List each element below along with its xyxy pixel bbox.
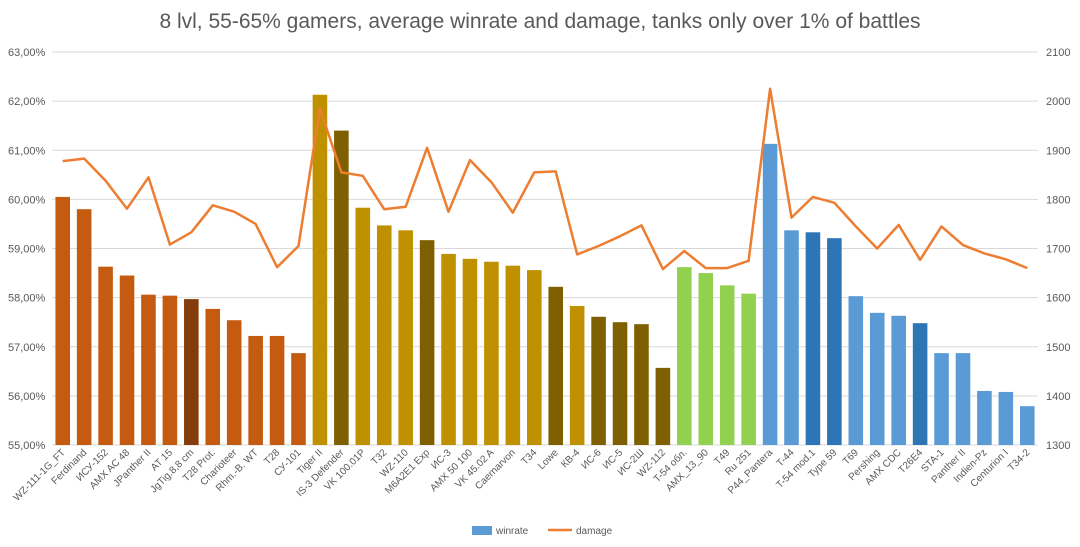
bar-winrate	[419, 240, 435, 445]
bar-winrate	[934, 353, 949, 445]
bar-winrate	[805, 232, 821, 445]
bar-winrate	[719, 285, 735, 445]
legend: winrate damage	[472, 526, 613, 537]
winrate-bars	[55, 94, 1035, 446]
y-left-tick-label: 55,00%	[8, 440, 46, 452]
x-tick-label: ИС-6	[579, 447, 604, 472]
bar-winrate	[784, 230, 799, 445]
x-tick-label: T26E4	[897, 447, 926, 476]
y-right-tick-label: 1300	[1046, 440, 1070, 452]
x-tick-label: Lowe	[536, 447, 561, 472]
y-right-tick-label: 1900	[1046, 145, 1070, 157]
y-left-tick-label: 60,00%	[8, 194, 46, 206]
bar-winrate	[98, 266, 113, 445]
bar-winrate	[119, 275, 135, 445]
bar-winrate	[977, 390, 992, 445]
chart-title: 8 lvl, 55-65% gamers, average winrate an…	[159, 10, 921, 33]
x-tick-label: T34-2	[1006, 447, 1033, 474]
bar-winrate	[848, 296, 864, 445]
legend-label-damage: damage	[576, 526, 613, 537]
y-axis-right: 1300 1400 1500 1600 1700 1800 1900 2000 2100	[1046, 47, 1070, 452]
bar-winrate	[226, 320, 242, 445]
bar-winrate	[998, 391, 1014, 445]
y-right-tick-label: 1500	[1046, 342, 1070, 354]
y-right-tick-label: 1800	[1046, 194, 1070, 206]
bar-winrate	[291, 353, 306, 445]
legend-swatch-winrate	[472, 526, 492, 535]
line-damage	[62, 87, 1028, 271]
bar-winrate	[634, 324, 649, 445]
bar-winrate	[869, 312, 885, 445]
gridlines	[52, 51, 1038, 446]
y-left-tick-label: 58,00%	[8, 293, 46, 305]
bar-winrate	[398, 230, 413, 445]
bar-winrate	[312, 94, 328, 446]
bar-winrate	[741, 293, 756, 445]
bar-winrate	[184, 299, 199, 445]
y-left-tick-label: 61,00%	[8, 145, 46, 157]
bar-winrate	[591, 316, 606, 445]
y-right-tick-label: 2100	[1046, 47, 1070, 59]
y-right-tick-label: 1400	[1046, 391, 1070, 403]
x-tick-label: КВ-4	[559, 447, 582, 470]
bar-winrate	[569, 305, 585, 445]
bar-winrate	[762, 143, 778, 445]
bar-winrate	[677, 267, 692, 445]
bar-winrate	[141, 294, 156, 445]
bar-winrate	[269, 335, 285, 445]
y-axis-left: 55,00% 56,00% 57,00% 58,00% 59,00% 60,00% 61,0…	[8, 47, 46, 452]
damage-line	[62, 87, 1028, 271]
bar-winrate	[548, 286, 564, 445]
y-left-tick-label: 63,00%	[8, 47, 46, 59]
y-right-tick-label: 2000	[1046, 96, 1070, 108]
y-left-tick-label: 62,00%	[8, 96, 46, 108]
bar-winrate	[462, 258, 478, 445]
bar-winrate	[1019, 406, 1035, 445]
bar-winrate	[376, 225, 392, 445]
bar-winrate	[698, 273, 714, 445]
bar-winrate	[484, 261, 499, 445]
bar-winrate	[441, 253, 456, 445]
y-left-tick-label: 56,00%	[8, 391, 46, 403]
bar-winrate	[334, 130, 349, 445]
bar-winrate	[655, 367, 671, 445]
y-left-tick-label: 57,00%	[8, 342, 46, 354]
bar-winrate	[355, 207, 371, 445]
bar-winrate	[912, 323, 928, 445]
bar-winrate	[505, 265, 521, 445]
bar-winrate	[205, 308, 221, 445]
bar-winrate	[248, 335, 263, 445]
bar-winrate	[526, 270, 542, 445]
bar-winrate	[891, 315, 906, 445]
bar-winrate	[162, 295, 178, 445]
y-left-tick-label: 59,00%	[8, 244, 46, 256]
bar-winrate	[55, 196, 71, 445]
y-right-tick-label: 1600	[1046, 293, 1070, 305]
bar-winrate	[827, 238, 842, 445]
bar-winrate	[955, 353, 971, 445]
bar-winrate	[76, 209, 92, 445]
bar-winrate	[612, 322, 628, 445]
legend-label-winrate: winrate	[495, 526, 529, 537]
y-right-tick-label: 1700	[1046, 244, 1070, 256]
